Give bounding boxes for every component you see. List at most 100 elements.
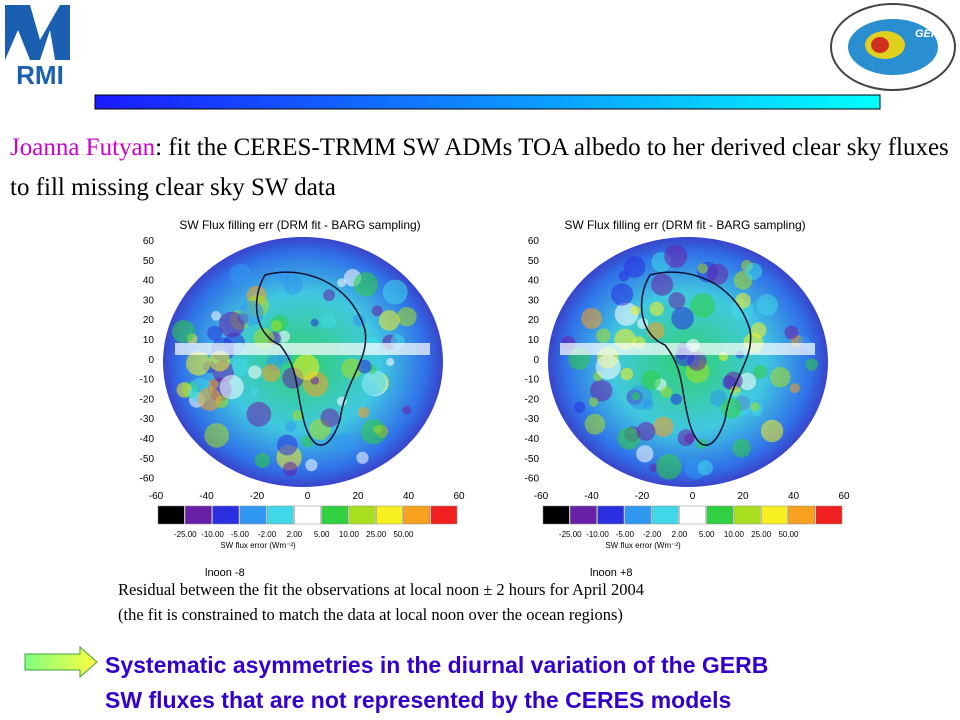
map-patch (760, 419, 784, 443)
colorbar-box (733, 505, 761, 525)
colorbar-box (788, 505, 815, 525)
colorbar-label: 5.00 (699, 530, 715, 539)
colorbar-label: -5.00 (231, 530, 250, 539)
colorbar-box (157, 505, 185, 525)
x-tick-label: 20 (352, 491, 364, 502)
colorbar-label: 2.00 (672, 530, 688, 539)
map-patch (323, 289, 335, 302)
map-patch (356, 451, 369, 464)
colorbar-label: 2.00 (287, 530, 303, 539)
map-patch (668, 292, 686, 310)
map-patch (745, 262, 763, 280)
itcz-band (560, 343, 815, 355)
map-patch (683, 433, 695, 444)
map-patch (219, 374, 244, 400)
map-patch (397, 306, 417, 327)
map-patch (620, 367, 634, 381)
author-name: Joanna Futyan (10, 134, 156, 161)
map-patch (187, 388, 198, 399)
y-tick-label: 60 (143, 236, 155, 247)
colorbar-box (679, 505, 706, 525)
y-tick-label: -30 (525, 414, 540, 425)
y-tick-label: 10 (528, 335, 540, 346)
map-patch (656, 454, 682, 480)
colorbar-box (430, 505, 458, 525)
y-tick-label: -50 (525, 454, 540, 465)
y-tick-label: 40 (528, 276, 540, 287)
map-patch (382, 279, 408, 305)
colorbar-label: 10.00 (724, 530, 745, 539)
map-patch (670, 393, 682, 405)
map-panel: SW Flux filling err (DRM fit - BARG samp… (525, 218, 850, 579)
map-patch (735, 292, 751, 309)
map-patch (292, 410, 303, 421)
map-patch (636, 445, 654, 463)
colorbar-box (185, 505, 212, 525)
x-tick-label: 40 (788, 491, 800, 502)
map-patch (595, 354, 621, 380)
caption-line: Residual between the fit the observation… (118, 580, 644, 599)
map-patch (293, 354, 320, 381)
y-tick-label: 30 (143, 295, 155, 306)
colorbar-label: 25.00 (366, 530, 387, 539)
map-patch (402, 405, 412, 415)
map-patch (357, 359, 372, 374)
map-patch (573, 401, 586, 413)
coastline (255, 271, 367, 446)
map-patch (207, 325, 223, 341)
map-patch (361, 419, 387, 445)
map-patch (246, 401, 272, 427)
map-patch (337, 278, 347, 288)
y-tick-label: -20 (140, 394, 155, 405)
map-patch (720, 397, 742, 419)
map-patch (789, 383, 800, 394)
y-tick-label: -50 (140, 454, 155, 465)
map-patch (270, 320, 282, 332)
colorbar-label: 10.00 (339, 530, 360, 539)
y-tick-label: 10 (143, 335, 155, 346)
colorbar-label: 50.00 (393, 530, 414, 539)
map-patch (623, 256, 646, 278)
map-patch (697, 460, 713, 476)
y-tick-label: 60 (528, 236, 540, 247)
map-patch (753, 364, 768, 380)
map-patch (301, 435, 314, 448)
map-patch (770, 366, 791, 388)
map-patch (664, 244, 688, 268)
map-patch (610, 283, 634, 306)
map-patch (305, 459, 318, 472)
map-patch (732, 438, 752, 458)
colorbar-label: -25.00 (559, 530, 582, 539)
colorbar-box (624, 505, 652, 525)
y-tick-label: 30 (528, 295, 540, 306)
map-patch (232, 358, 250, 376)
map-patch (581, 307, 603, 329)
y-tick-label: 20 (528, 315, 540, 326)
map-patch (285, 421, 297, 432)
map-patch (738, 372, 757, 391)
colorbar-box (348, 505, 376, 525)
x-tick-label: -60 (534, 491, 549, 502)
map-patch (172, 319, 196, 343)
map-patch (649, 301, 664, 316)
panel-label: lnoon -8 (205, 567, 245, 579)
map-patch (630, 305, 641, 316)
map-patch (690, 293, 716, 318)
map-patch (750, 322, 767, 338)
map-patch (249, 386, 259, 396)
map-patch (353, 272, 378, 297)
map-patch (750, 402, 760, 412)
x-tick-label: 0 (305, 491, 311, 502)
x-tick-label: 20 (737, 491, 749, 502)
map-patch (647, 322, 665, 340)
map-patch (310, 318, 319, 327)
map-patch (238, 300, 264, 326)
colorbar-box (570, 505, 597, 525)
map-patch (357, 406, 370, 419)
map-patch (707, 263, 729, 285)
map-patch (641, 370, 661, 390)
conclusion-line: SW fluxes that are not represented by th… (105, 687, 732, 713)
y-tick-label: 0 (148, 355, 154, 366)
map-patch (208, 379, 219, 390)
